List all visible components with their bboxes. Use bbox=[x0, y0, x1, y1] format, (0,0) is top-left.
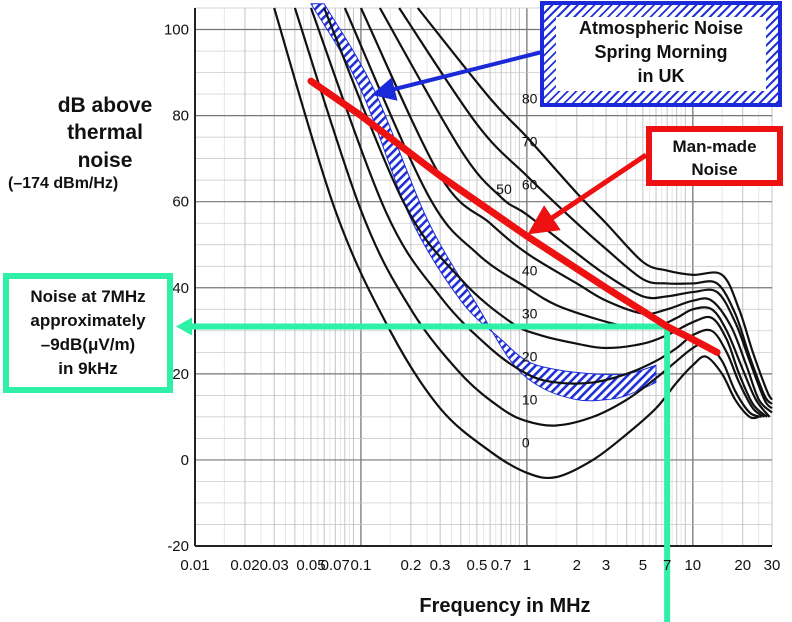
y-tick-20: 20 bbox=[172, 366, 189, 383]
x-tick-0.07: 0.07 bbox=[321, 557, 350, 574]
noise-curve-60 bbox=[378, 7, 773, 410]
y-tick-40: 40 bbox=[172, 280, 189, 297]
atmospheric-line-2: Spring Morning bbox=[594, 42, 728, 62]
curve-label-30: 30 bbox=[522, 306, 538, 322]
man-made-line bbox=[307, 77, 721, 356]
y-tick-0: 0 bbox=[181, 452, 189, 469]
curve-label-40: 40 bbox=[522, 263, 538, 279]
atmospheric-noise-callout: Atmospheric Noise Spring Morning in UK bbox=[540, 1, 782, 107]
atmospheric-line-1: Atmospheric Noise bbox=[578, 18, 744, 38]
atmospheric-line-3: in UK bbox=[637, 66, 685, 86]
noise-line-3: –9dB(μV/m) bbox=[40, 335, 136, 354]
man-made-line-1: Man-made bbox=[672, 137, 757, 156]
y-tick-labels: -20 0 20 40 60 80 100 bbox=[164, 22, 189, 555]
annotation-arrows bbox=[371, 50, 648, 235]
x-tick-7: 7 bbox=[663, 557, 671, 574]
x-tick-0.05: 0.05 bbox=[296, 557, 325, 574]
curve-label-50: 50 bbox=[496, 181, 512, 197]
x-axis-label: Frequency in MHz bbox=[419, 595, 591, 617]
atmospheric-noise-band bbox=[310, 3, 657, 402]
noise-at-7mhz-callout: Noise at 7MHz approximately –9dB(μV/m) i… bbox=[3, 273, 173, 393]
x-tick-2: 2 bbox=[573, 557, 581, 574]
seven-mhz-marker bbox=[176, 317, 671, 622]
x-tick-3: 3 bbox=[602, 557, 610, 574]
noise-curve-70 bbox=[398, 7, 773, 405]
curve-label-0: 0 bbox=[522, 435, 530, 451]
x-tick-0.7: 0.7 bbox=[491, 557, 512, 574]
y-tick-80: 80 bbox=[172, 108, 189, 125]
x-tick-0.01: 0.01 bbox=[180, 557, 209, 574]
noise-curve-80 bbox=[416, 7, 773, 401]
x-tick-0.2: 0.2 bbox=[400, 557, 421, 574]
x-tick-0.3: 0.3 bbox=[430, 557, 451, 574]
x-tick-10: 10 bbox=[684, 557, 701, 574]
x-tick-20: 20 bbox=[734, 557, 751, 574]
curve-label-80: 80 bbox=[522, 90, 538, 106]
y-tick-60: 60 bbox=[172, 194, 189, 211]
atmospheric-arrow bbox=[371, 50, 543, 101]
x-tick-0.02: 0.02 bbox=[230, 557, 259, 574]
noise-line-4: in 9kHz bbox=[58, 359, 118, 378]
curve-label-60: 60 bbox=[522, 176, 538, 192]
curve-label-20: 20 bbox=[522, 349, 538, 365]
x-tick-0.5: 0.5 bbox=[467, 557, 488, 574]
y-axis-label-line-1: dB above bbox=[57, 94, 153, 117]
x-tick-0.1: 0.1 bbox=[351, 557, 372, 574]
x-tick-0.03: 0.03 bbox=[260, 557, 289, 574]
noise-line-2: approximately bbox=[30, 311, 146, 330]
y-axis-label-line-3: noise bbox=[77, 149, 133, 172]
x-tick-5: 5 bbox=[639, 557, 647, 574]
x-tick-labels: 0.01 0.02 0.03 0.050.07 0.1 0.2 0.3 0.5 0.7 1 2 3 5 7… bbox=[180, 557, 780, 574]
man-made-arrow bbox=[527, 152, 648, 235]
noise-curve-30 bbox=[323, 7, 768, 418]
y-axis-reference: (–174 dBm/Hz) bbox=[8, 175, 119, 192]
man-made-noise-callout: Man-made Noise bbox=[646, 126, 783, 186]
man-made-line-2: Noise bbox=[691, 160, 738, 179]
x-tick-1: 1 bbox=[523, 557, 531, 574]
curve-label-10: 10 bbox=[522, 392, 538, 408]
y-tick--20: -20 bbox=[167, 538, 189, 555]
atmospheric-band-area bbox=[310, 3, 657, 402]
noise-line-1: Noise at 7MHz bbox=[30, 287, 146, 306]
x-tick-30: 30 bbox=[764, 557, 781, 574]
noise-curve-0 bbox=[273, 7, 760, 480]
noise-curve-10 bbox=[293, 7, 763, 427]
y-tick-100: 100 bbox=[164, 22, 189, 39]
noise-curve-20 bbox=[309, 7, 766, 418]
man-made-noise-line bbox=[307, 77, 721, 356]
y-axis-label-line-2: thermal bbox=[67, 121, 143, 144]
marker-arrowhead bbox=[176, 317, 192, 336]
